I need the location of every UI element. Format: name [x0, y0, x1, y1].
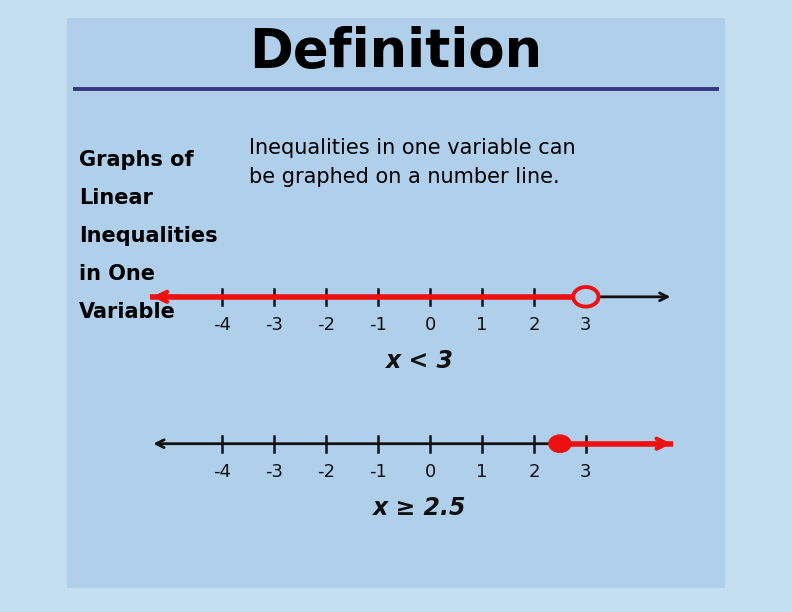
Text: 3: 3 [580, 463, 592, 480]
Text: 1: 1 [476, 463, 488, 480]
Text: 1: 1 [476, 316, 488, 334]
Text: Inequalities: Inequalities [79, 226, 218, 246]
Text: -3: -3 [265, 463, 284, 480]
Text: -4: -4 [213, 316, 231, 334]
Text: -4: -4 [213, 463, 231, 480]
Text: -1: -1 [369, 316, 387, 334]
Text: Graphs of: Graphs of [79, 150, 194, 170]
Text: 0: 0 [425, 463, 436, 480]
Text: in One: in One [79, 264, 155, 284]
Text: -1: -1 [369, 463, 387, 480]
Bar [67, 18, 725, 588]
Text: Variable: Variable [79, 302, 176, 322]
Text: Linear: Linear [79, 188, 153, 208]
Text: -3: -3 [265, 316, 284, 334]
Text: -2: -2 [317, 316, 335, 334]
Text: 3: 3 [580, 316, 592, 334]
Text: Inequalities in one variable can
be graphed on a number line.: Inequalities in one variable can be grap… [249, 138, 576, 187]
Text: 0: 0 [425, 316, 436, 334]
Text: x < 3: x < 3 [386, 349, 454, 373]
Text: Definition: Definition [249, 26, 543, 78]
Text: 2: 2 [528, 463, 539, 480]
Circle shape [573, 287, 599, 307]
Text: -2: -2 [317, 463, 335, 480]
Circle shape [550, 436, 570, 452]
Text: 2: 2 [528, 316, 539, 334]
Text: x ≥ 2.5: x ≥ 2.5 [373, 496, 466, 520]
